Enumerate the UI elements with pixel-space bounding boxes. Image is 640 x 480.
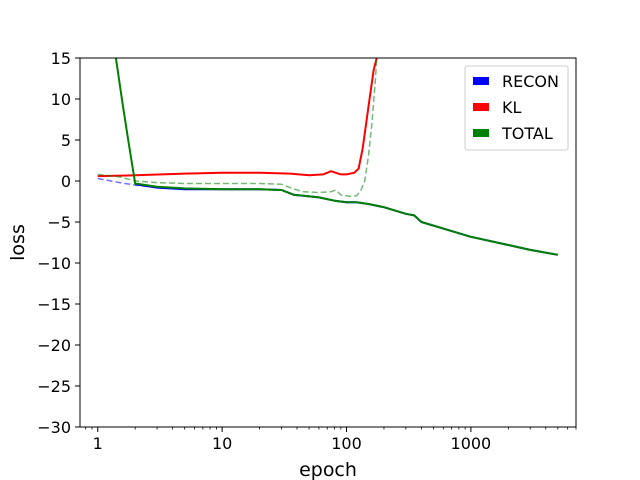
x-tick-label: 100 xyxy=(331,434,362,453)
y-tick-label: 5 xyxy=(61,131,71,150)
series-line-total-validation xyxy=(97,58,378,198)
legend-swatch-total xyxy=(473,129,489,137)
series-line-recon xyxy=(135,183,558,256)
y-tick-label: −10 xyxy=(37,254,71,273)
legend: RECON KL TOTAL xyxy=(464,65,569,151)
x-tick-label: 1 xyxy=(93,434,103,453)
legend-label-total: TOTAL xyxy=(501,124,553,143)
series-layer xyxy=(97,58,558,256)
y-tick-label: −5 xyxy=(47,213,71,232)
series-line-total xyxy=(114,58,558,256)
series-line-recon-validation xyxy=(97,177,185,190)
y-tick-label: 10 xyxy=(51,90,71,109)
x-tick-label: 1000 xyxy=(451,434,492,453)
y-tick-label: 0 xyxy=(61,172,71,191)
legend-label-recon: RECON xyxy=(502,72,559,91)
legend-box xyxy=(464,65,569,151)
y-tick-label: −15 xyxy=(37,295,71,314)
legend-label-kl: KL xyxy=(502,98,521,117)
series-line-kl xyxy=(97,58,378,178)
x-axis-label: epoch xyxy=(299,459,357,480)
x-tick-label: 10 xyxy=(212,434,232,453)
y-tick-label: 15 xyxy=(51,49,71,68)
legend-swatch-recon xyxy=(473,77,489,85)
axes-frame xyxy=(79,57,577,428)
y-axis-label: loss xyxy=(7,224,29,261)
legend-swatch-kl xyxy=(473,103,489,111)
y-tick-label: −20 xyxy=(37,336,71,355)
ticks-layer: 1 10 100 1000 15 10 5 0 −5 −10 −15 −20 −25 −30 xyxy=(37,49,577,453)
y-tick-label: −30 xyxy=(37,418,71,437)
y-tick-label: −25 xyxy=(37,377,71,396)
